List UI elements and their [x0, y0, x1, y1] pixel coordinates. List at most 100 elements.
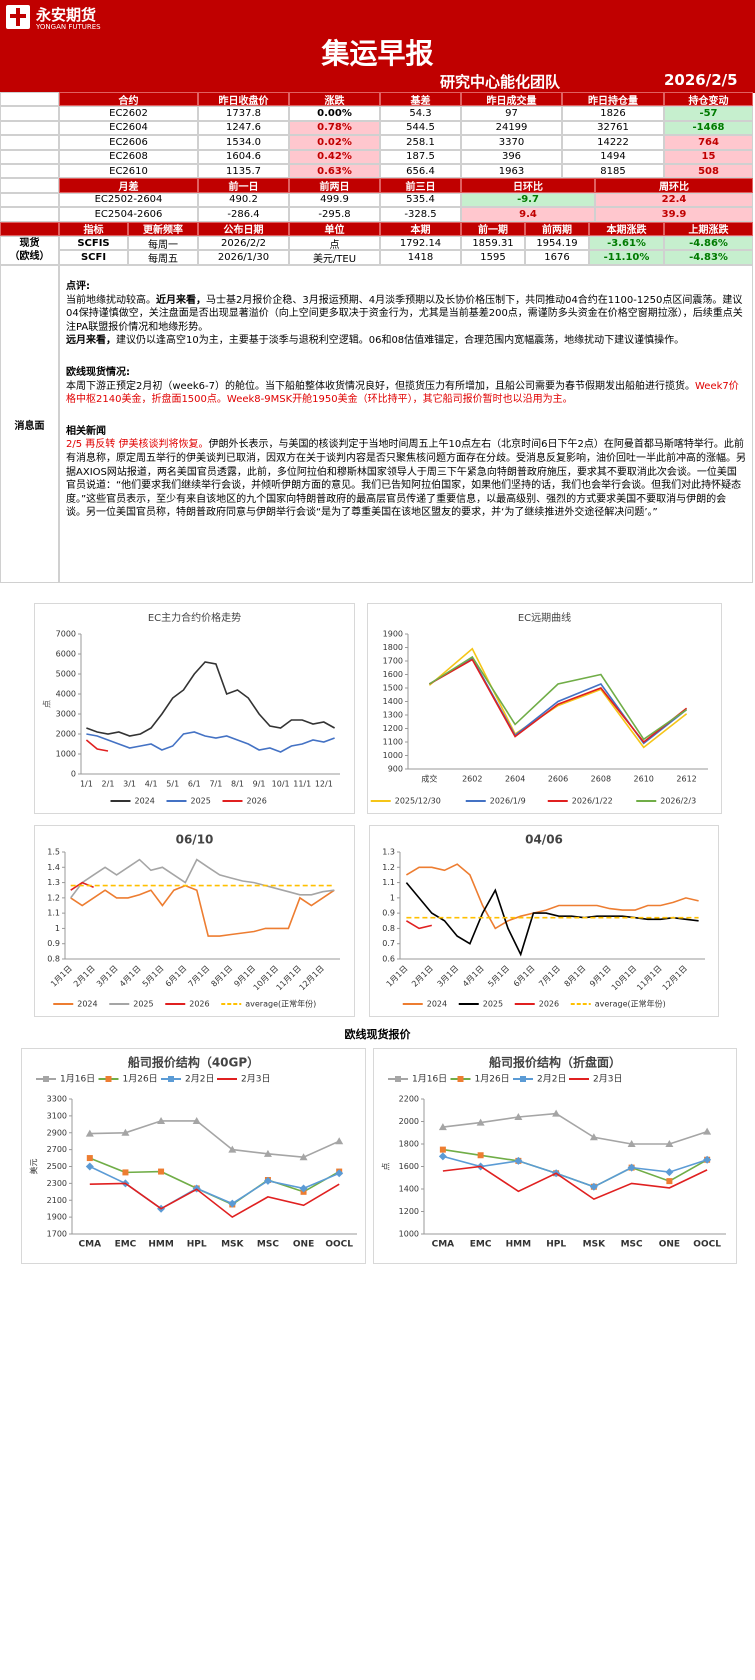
- x-tick-label: 9月1日: [588, 964, 613, 989]
- marker: [192, 1116, 201, 1124]
- table-cell: 1418: [380, 250, 461, 265]
- table-cell: 764: [664, 135, 753, 150]
- chart-title: 06/10: [176, 833, 214, 847]
- table-cell: 1247.6: [198, 120, 289, 136]
- table-cell: 1737.8: [198, 106, 289, 121]
- marker: [158, 1168, 165, 1175]
- y-tick-label: 0.8: [47, 955, 60, 964]
- chart: 船司报价结构（40GP） 1700 1900 2100 2300 2500 2700 2900…: [21, 1048, 366, 1264]
- chart: 06/10 0.8 0.9 1 1.1 1.2 1.3 1.4 1.5 1月1日2月1日3月1日4…: [34, 825, 355, 1017]
- y-tick-label: 1000: [399, 1230, 419, 1239]
- x-tick-label: 2608: [591, 775, 611, 784]
- series-line: [86, 731, 335, 753]
- table-cell: -3.61%: [589, 236, 664, 251]
- y-tick-label: 1000: [56, 750, 76, 759]
- x-tick-label: 6月1日: [164, 964, 189, 989]
- y-tick-label: 7000: [56, 630, 76, 639]
- marker: [552, 1109, 561, 1117]
- table-cell: EC2608: [59, 149, 198, 164]
- x-tick-label: 10/1: [272, 780, 290, 789]
- x-tick-label: 3月1日: [435, 964, 460, 989]
- y-tick-label: 5000: [56, 670, 76, 679]
- y-tick-label: 0.7: [382, 939, 395, 948]
- column-header: 公布日期: [198, 221, 289, 236]
- table-cell: 14222: [562, 135, 664, 150]
- y-tick-label: 1700: [383, 657, 403, 666]
- y-tick-label: 1900: [383, 630, 403, 639]
- table-cell: -4.83%: [664, 250, 753, 265]
- marker: [627, 1140, 636, 1147]
- y-tick-label: 1.1: [47, 909, 60, 918]
- table-cell: 1954.19: [525, 236, 589, 251]
- y-tick-label: 2500: [47, 1162, 67, 1171]
- x-tick-label: CMA: [432, 1240, 455, 1250]
- table-cell: -295.8: [289, 207, 380, 222]
- marker: [157, 1116, 166, 1124]
- y-tick-label: 0.9: [382, 909, 395, 918]
- table-cell: 2026/1/30: [198, 250, 289, 265]
- table-cell: 0.42%: [289, 149, 380, 164]
- team: 研究中心能化团队: [440, 73, 561, 91]
- x-tick-label: 2610: [634, 775, 654, 784]
- table-cell: 656.4: [380, 164, 461, 179]
- column-header: 日环比: [461, 178, 595, 193]
- spot-label-line: 现货: [19, 238, 40, 250]
- x-tick-label: 3月1日: [95, 964, 120, 989]
- y-tick-label: 1900: [47, 1213, 67, 1222]
- x-tick-label: 2602: [462, 775, 482, 784]
- left-cell: [0, 164, 59, 179]
- column-header: 周环比: [595, 178, 753, 193]
- x-tick-label: 7月1日: [537, 964, 562, 989]
- table-cell: 22.4: [595, 192, 753, 208]
- chart: EC主力合约价格走势 0 1000 2000 3000 4000 5000 6000 7000 点…: [34, 603, 355, 814]
- legend-label: 2025/12/30: [395, 797, 441, 806]
- table-cell: EC2604: [59, 120, 198, 136]
- legend-marker: [395, 1076, 401, 1082]
- marker: [263, 1149, 272, 1157]
- y-tick-label: 1200: [383, 724, 403, 733]
- chart-title: EC远期曲线: [518, 611, 571, 624]
- legend-label: 2026/1/22: [572, 797, 613, 806]
- x-tick-label: 1/1: [80, 780, 93, 789]
- y-tick-label: 1200: [399, 1207, 419, 1216]
- legend-label: 2024: [77, 1000, 97, 1009]
- legend-label: 2026: [539, 1000, 559, 1009]
- legend-label: 2月2日: [185, 1074, 214, 1085]
- left-cell: [0, 106, 59, 121]
- table-cell: 1676: [525, 250, 589, 265]
- table-cell: SCFIS: [59, 236, 128, 251]
- chart: 04/06 0.6 0.7 0.8 0.9 1 1.1 1.2 1.3 1月1日 2月1日 3月1日 4…: [369, 825, 719, 1017]
- news-text: 当前地缘扰动较高。: [66, 294, 156, 306]
- column-header: 更新频率: [128, 221, 198, 236]
- marker: [476, 1118, 485, 1126]
- left-cell: [0, 149, 59, 164]
- table-cell: 544.5: [380, 120, 461, 136]
- legend-marker: [520, 1076, 526, 1082]
- x-tick-label: MSK: [221, 1240, 244, 1250]
- marker: [665, 1168, 674, 1177]
- table-cell: 1792.14: [380, 236, 461, 251]
- x-tick-label: OOCL: [693, 1240, 721, 1250]
- series-line: [70, 884, 335, 937]
- legend-label: 2025: [483, 1000, 503, 1009]
- table-cell: 点: [289, 236, 380, 251]
- marker: [228, 1199, 237, 1208]
- legend-label: 2026: [247, 797, 267, 806]
- chart-title: 船司报价结构（折盘面）: [489, 1055, 621, 1070]
- legend-label: 1月16日: [60, 1074, 95, 1085]
- legend-label: 1月16日: [412, 1074, 447, 1085]
- legend-label: 2024: [427, 1000, 447, 1009]
- legend-label: 2025: [133, 1000, 153, 1009]
- x-tick-label: 2606: [548, 775, 568, 784]
- header-banner: 永安期货 YONGAN FUTURES 集运早报 研究中心能化团队 2026/2…: [0, 0, 755, 93]
- x-tick-label: HMM: [506, 1240, 531, 1250]
- x-tick-label: OOCL: [325, 1240, 353, 1250]
- marker: [438, 1123, 447, 1131]
- column-header: 本期: [380, 221, 461, 236]
- y-tick-label: 3000: [56, 710, 76, 719]
- column-header: 合约: [59, 92, 198, 107]
- y-tick-label: 1100: [383, 738, 403, 747]
- marker: [85, 1162, 94, 1171]
- series-line: [86, 661, 335, 737]
- column-header: 昨日成交量: [461, 92, 562, 107]
